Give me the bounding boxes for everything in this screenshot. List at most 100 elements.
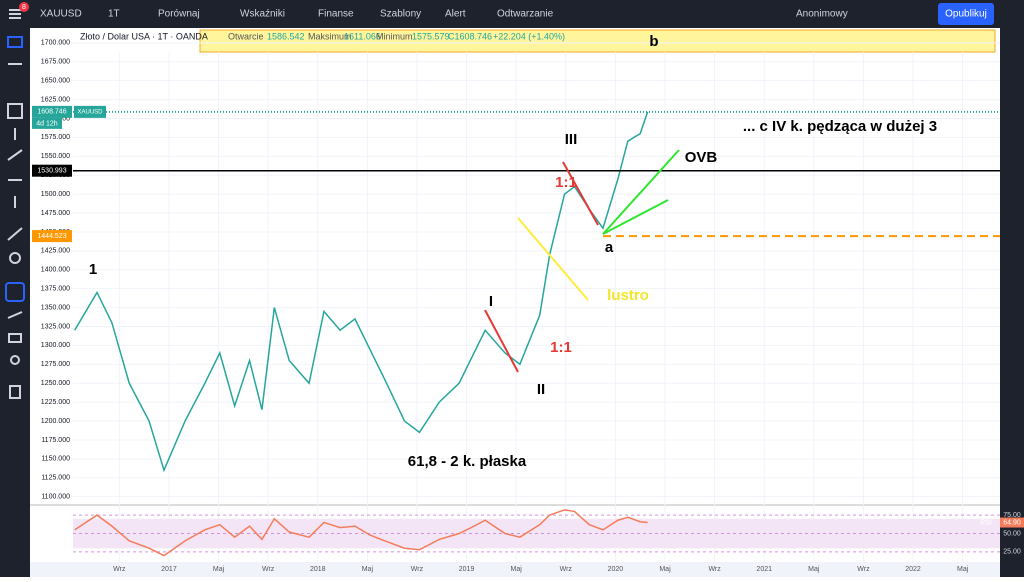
y-tick-label: 1575.000 [41, 134, 70, 141]
y-tick-label: 1125.000 [41, 475, 70, 482]
symbol-tag-label: XAUUSD [77, 109, 103, 115]
annotation: III [565, 131, 578, 148]
rsi-tick-label: 25.00 [1003, 549, 1021, 556]
x-tick-label: Maj [808, 566, 820, 573]
toolbar-item[interactable]: Porównaj [158, 9, 200, 20]
drawings [484, 149, 680, 373]
symbol-tag [74, 105, 106, 118]
x-tick-label: 2020 [608, 566, 624, 573]
toolbar [0, 0, 1024, 28]
toolbar-item[interactable]: Wskaźniki [240, 9, 285, 20]
layout-name[interactable]: Anonimowy [796, 9, 848, 20]
badge-count: 8 [22, 4, 26, 11]
symbol[interactable]: XAUUSD [40, 9, 82, 20]
annotation: lustro [607, 287, 649, 304]
price-tag [32, 164, 72, 177]
high: 1611.066 [344, 31, 381, 41]
y-tick-label: 1375.000 [41, 286, 70, 293]
y-tick-label: 1650.000 [41, 78, 70, 85]
x-tick-label: 2017 [161, 566, 177, 573]
sidebar-icons [5, 9, 25, 399]
rsi-last-value: 64.90 [1003, 519, 1021, 526]
badge [19, 2, 29, 12]
y-tick-label: 1300.000 [41, 342, 70, 349]
y-tick-label: 1275.000 [41, 361, 70, 368]
annotation: II [537, 381, 545, 398]
x-tick-label: 2022 [905, 566, 921, 573]
x-tick-label: Maj [957, 566, 969, 573]
countdown-label: 4d 12h [36, 121, 58, 128]
x-tick-label: Wrz [708, 566, 721, 573]
annotation: OVB [685, 149, 718, 166]
price-tag [32, 230, 72, 243]
close: C1608.746 [448, 31, 492, 41]
high-label: Maksimum [308, 31, 352, 41]
y-tick-label: 1200.000 [41, 418, 70, 425]
y-tick-label: 1225.000 [41, 399, 70, 406]
rsi-name: RSI [980, 519, 992, 526]
price-tag [32, 105, 72, 118]
x-tick-label: Wrz [411, 566, 424, 573]
right-strip [1000, 28, 1024, 577]
y-tick-label: 1425.000 [41, 248, 70, 255]
toolbar-item[interactable]: Alert [445, 9, 466, 20]
y-tick-label: 1550.000 [41, 153, 70, 160]
interval[interactable]: 1T [108, 9, 120, 20]
low-label: Minimum [376, 31, 413, 41]
toolbar-item[interactable]: Finanse [318, 9, 354, 20]
y-tick-label: 1675.000 [41, 59, 70, 66]
y-tick-label: 1625.000 [41, 96, 70, 103]
publish-button[interactable] [938, 3, 994, 25]
rsi-last-tag [1000, 517, 1024, 528]
y-tick-label: 1475.000 [41, 210, 70, 217]
annotation: 1 [89, 261, 97, 278]
y-tick-label: 1150.000 [41, 456, 70, 463]
low: 1575.579 [412, 31, 450, 41]
price-tag-label: 1608.746 [37, 109, 66, 116]
annotation: ... c IV k. pędząca w dużej 3 [743, 118, 937, 135]
legend-title: Złoto / Dolar USA · 1T · OANDA [80, 31, 208, 41]
x-tick-label: Wrz [262, 566, 275, 573]
x-tick-label: 2019 [459, 566, 475, 573]
annotation: 1:1 [550, 339, 572, 356]
y-tick-label: 1700.000 [41, 40, 70, 47]
publish-label: Opublikuj [945, 9, 987, 20]
open-label: Otwarcie [228, 31, 264, 41]
change: +22.204 (+1.40%) [493, 31, 565, 41]
x-tick-label: Maj [213, 566, 225, 573]
time-axis [30, 562, 1000, 577]
x-tick-label: 2021 [756, 566, 772, 573]
annotation: b [649, 33, 658, 50]
open: 1586.542 [267, 31, 305, 41]
x-tick-label: Maj [362, 566, 374, 573]
x-tick-label: Maj [659, 566, 671, 573]
price-line [74, 509, 648, 557]
annotation: a [605, 239, 614, 256]
x-tick-label: 2018 [310, 566, 326, 573]
price-line [74, 111, 649, 473]
price-tag-label: 1530.993 [37, 168, 66, 175]
countdown-tag [32, 117, 62, 129]
rsi-tick-label: 75.00 [1003, 512, 1021, 519]
y-tick-label: 1325.000 [41, 323, 70, 330]
y-tick-label: 1500.000 [41, 191, 70, 198]
rsi-tick-label: 50.00 [1003, 530, 1021, 537]
x-tick-label: Wrz [113, 566, 126, 573]
sidebar [0, 28, 30, 577]
legend-highlight [199, 29, 996, 53]
y-tick-label: 1250.000 [41, 380, 70, 387]
x-tick-label: Maj [511, 566, 523, 573]
y-tick-label: 1350.000 [41, 304, 70, 311]
y-tick-label: 1175.000 [41, 437, 70, 444]
toolbar-item[interactable]: Szablony [380, 9, 421, 20]
price-tag-label: 1444.523 [37, 233, 66, 240]
annotation: 61,8 - 2 k. płaska [408, 453, 527, 470]
y-tick-label: 1100.000 [41, 494, 70, 501]
x-tick-label: Wrz [857, 566, 870, 573]
annotation: I [489, 293, 493, 310]
toolbar-item[interactable]: Odtwarzanie [497, 9, 554, 20]
y-tick-label: 1400.000 [41, 267, 70, 274]
x-tick-label: Wrz [560, 566, 573, 573]
